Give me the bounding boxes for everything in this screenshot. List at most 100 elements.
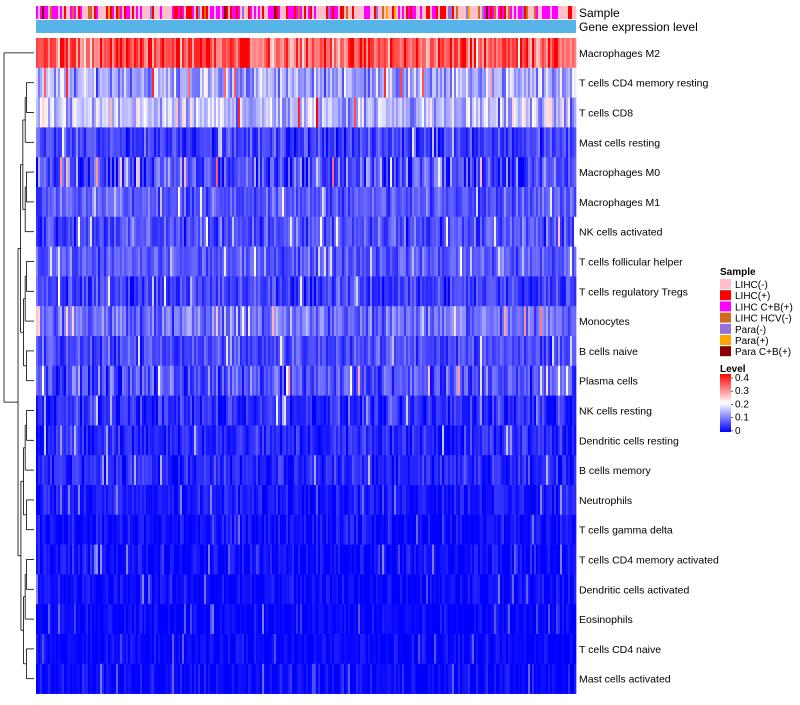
heatmap-cell <box>316 276 318 306</box>
heatmap-cell <box>128 38 130 68</box>
heatmap-cell <box>154 306 156 336</box>
heatmap-cell <box>88 366 90 396</box>
sample-annotation-cell <box>568 6 570 19</box>
heatmap-cell <box>208 425 210 455</box>
heatmap-cell <box>60 515 62 545</box>
heatmap-cell <box>550 98 552 128</box>
heatmap-cell <box>438 157 440 187</box>
heatmap-cell <box>240 396 242 426</box>
sample-annotation-cell <box>416 6 418 19</box>
heatmap-cell <box>288 366 290 396</box>
heatmap-cell <box>496 276 498 306</box>
heatmap-cell <box>564 68 566 98</box>
heatmap-cell <box>232 157 234 187</box>
sample-annotation-cell <box>164 6 166 19</box>
heatmap-cell <box>252 306 254 336</box>
heatmap-cell <box>344 515 346 545</box>
heatmap-cell <box>110 247 112 277</box>
heatmap-cell <box>136 366 138 396</box>
heatmap-cell <box>86 485 88 515</box>
heatmap-cell <box>490 276 492 306</box>
heatmap-cell <box>152 217 154 247</box>
heatmap-cell <box>404 515 406 545</box>
heatmap-cell <box>124 515 126 545</box>
heatmap-cell <box>292 217 294 247</box>
heatmap-cell <box>502 187 504 217</box>
heatmap-cell <box>528 127 530 157</box>
heatmap-cell <box>134 68 136 98</box>
heatmap-cell <box>408 425 410 455</box>
heatmap-cell <box>440 366 442 396</box>
heatmap-cell <box>370 455 372 485</box>
heatmap-cell <box>358 157 360 187</box>
heatmap-cell <box>304 515 306 545</box>
heatmap-cell <box>540 98 542 128</box>
heatmap-cell <box>288 217 290 247</box>
heatmap-cell <box>202 336 204 366</box>
heatmap-cell <box>234 247 236 277</box>
heatmap-cell <box>474 336 476 366</box>
heatmap-cell <box>272 68 274 98</box>
heatmap-cell <box>322 127 324 157</box>
heatmap-cell <box>472 336 474 366</box>
heatmap-cell <box>308 127 310 157</box>
heatmap-cell <box>78 396 80 426</box>
heatmap-cell <box>402 396 404 426</box>
heatmap-cell <box>98 396 100 426</box>
heatmap-cell <box>112 515 114 545</box>
heatmap-cell <box>412 187 414 217</box>
heatmap-cell <box>198 98 200 128</box>
heatmap-cell <box>344 396 346 426</box>
heatmap-cell <box>160 396 162 426</box>
heatmap-cell <box>376 485 378 515</box>
heatmap-cell <box>80 217 82 247</box>
heatmap-cell <box>302 396 304 426</box>
heatmap-cell <box>364 98 366 128</box>
heatmap-cell <box>564 366 566 396</box>
heatmap-cell <box>106 247 108 277</box>
heatmap-cell <box>492 157 494 187</box>
heatmap-cell <box>314 276 316 306</box>
heatmap-cell <box>338 425 340 455</box>
heatmap-cell <box>520 38 522 68</box>
heatmap-cell <box>204 217 206 247</box>
sample-annotation-cell <box>90 6 92 19</box>
heatmap-cell <box>342 187 344 217</box>
heatmap-cell <box>544 336 546 366</box>
heatmap-cell <box>296 247 298 277</box>
heatmap-cell <box>92 187 94 217</box>
heatmap-cell <box>494 68 496 98</box>
heatmap-cell <box>546 515 548 545</box>
heatmap-cell <box>190 217 192 247</box>
heatmap-cell <box>314 455 316 485</box>
heatmap-cell <box>118 38 120 68</box>
heatmap-cell <box>88 68 90 98</box>
heatmap-cell <box>66 515 68 545</box>
heatmap-cell <box>468 187 470 217</box>
heatmap-cell <box>58 127 60 157</box>
heatmap-cell <box>126 98 128 128</box>
heatmap-cell <box>468 366 470 396</box>
heatmap-cell <box>264 157 266 187</box>
sample-annotation-cell <box>72 6 74 19</box>
heatmap-cell <box>354 187 356 217</box>
heatmap-cell <box>326 68 328 98</box>
heatmap-cell <box>52 68 54 98</box>
heatmap-cell <box>390 68 392 98</box>
heatmap-cell <box>140 485 142 515</box>
heatmap-cell <box>280 425 282 455</box>
heatmap-cell <box>242 306 244 336</box>
heatmap-cell <box>176 38 178 68</box>
heatmap-cell <box>200 455 202 485</box>
heatmap-cell <box>104 247 106 277</box>
heatmap-cell <box>390 455 392 485</box>
heatmap-cell <box>522 217 524 247</box>
heatmap-cell <box>282 98 284 128</box>
heatmap-cell <box>116 485 118 515</box>
heatmap-cell <box>422 455 424 485</box>
heatmap-cell <box>348 396 350 426</box>
heatmap-cell <box>412 425 414 455</box>
sample-annotation-cell <box>224 6 226 19</box>
heatmap-cell <box>422 127 424 157</box>
sample-annotation-cell <box>572 6 574 19</box>
